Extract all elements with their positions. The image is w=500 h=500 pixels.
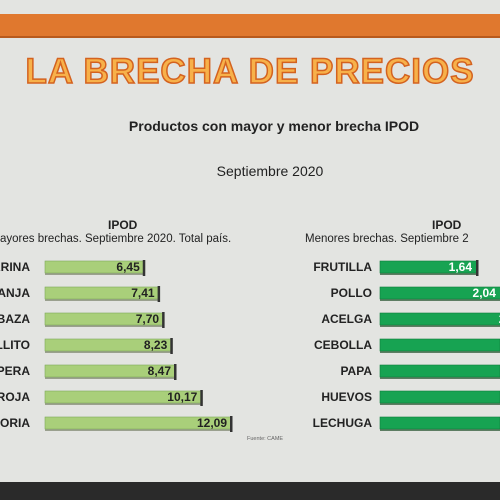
right-category-label: CEBOLLA — [314, 338, 372, 352]
source-note: Fuente: CAME — [247, 436, 283, 442]
right-bar-end-tick — [476, 260, 479, 276]
left-panel-title: IPOD — [108, 218, 138, 232]
left-bar-end-tick — [200, 390, 203, 406]
left-bar-end-tick — [162, 312, 165, 328]
right-category-label: FRUTILLA — [313, 260, 372, 274]
right-bar — [379, 312, 500, 326]
left-category-label: ALLITO — [0, 338, 30, 352]
bar-charts: ARINA 6,45 RANJA 7,41 BAZA 7,70 ALLITO 8,23 PERA… — [0, 260, 500, 442]
left-value-label: 8,47 — [148, 364, 172, 378]
left-bar-end-tick — [174, 364, 177, 380]
right-category-label: PAPA — [340, 364, 372, 378]
left-value-label: 12,09 — [197, 416, 227, 430]
slide-title: LA BRECHA DE PRECIOS — [25, 51, 475, 92]
right-bar — [379, 338, 500, 352]
right-value-label: 2 — [499, 312, 500, 326]
slide-subtitle: Productos con mayor y menor brecha IPOD — [128, 118, 420, 134]
left-category-label: PERA — [0, 364, 30, 378]
left-value-label: 7,41 — [131, 286, 155, 300]
right-panel-subtitle: Menores brechas. Septiembre 2 — [305, 233, 469, 245]
bottom-strip — [0, 482, 500, 500]
left-bar-end-tick — [142, 260, 146, 276]
left-value-label: 8,23 — [144, 338, 168, 352]
left-category-label: RANJA — [0, 286, 30, 300]
left-category-label: ARINA — [0, 260, 30, 274]
right-category-label: LECHUGA — [313, 416, 373, 430]
left-category-label: ORIA — [0, 416, 30, 430]
right-bar — [379, 390, 500, 404]
right-bar — [379, 286, 500, 300]
left-value-label: 7,70 — [136, 312, 160, 326]
right-bar — [379, 364, 500, 378]
right-bar — [379, 416, 500, 430]
top-accent-bar — [0, 14, 500, 38]
right-value-label: 2,04 — [473, 286, 497, 300]
right-category-label: ACELGA — [321, 312, 372, 326]
right-category-label: HUEVOS — [321, 390, 372, 404]
right-category-label: POLLO — [331, 286, 372, 300]
slide: LA BRECHA DE PRECIOS Productos con mayor… — [0, 0, 500, 482]
left-bar-end-tick — [157, 286, 161, 302]
left-bar-end-tick — [170, 338, 173, 354]
slide-date: Septiembre 2020 — [216, 163, 324, 179]
right-panel-title: IPOD — [432, 218, 462, 232]
left-category-label: ROJA — [0, 390, 30, 404]
left-value-label: 6,45 — [116, 260, 140, 274]
right-value-label: 1,64 — [449, 260, 473, 274]
left-value-label: 10,17 — [167, 390, 197, 404]
left-panel-subtitle: ayores brechas. Septiembre 2020. Total p… — [0, 233, 232, 245]
left-category-label: BAZA — [0, 312, 30, 326]
left-bar-end-tick — [230, 416, 233, 432]
